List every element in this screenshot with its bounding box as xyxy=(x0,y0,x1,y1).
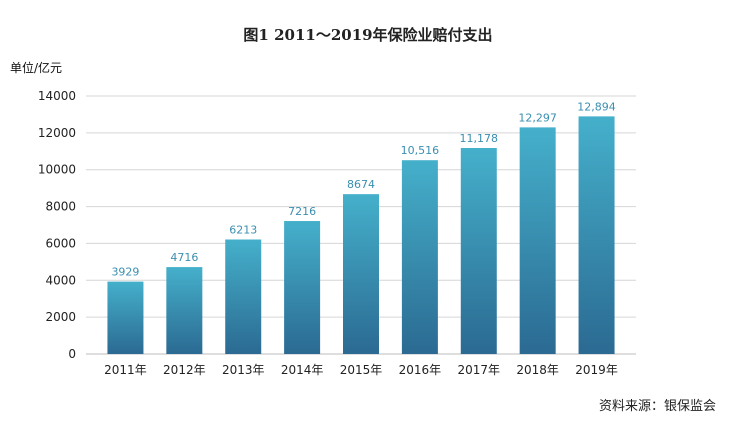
data-label: 12,297 xyxy=(518,111,557,124)
bar-2017年 xyxy=(460,148,497,354)
bar-2018年 xyxy=(519,127,556,355)
data-label: 3929 xyxy=(111,266,139,279)
x-axis-ticks: 2011年 2012年 2013年 2014年 2015年 2016年 2017年 2018年… xyxy=(104,363,618,377)
bar-2016年 xyxy=(401,160,438,354)
x-tick-label: 2014年 xyxy=(281,363,324,377)
data-label: 7216 xyxy=(288,205,316,218)
x-tick-label: 2016年 xyxy=(399,363,442,377)
x-tick-label: 2019年 xyxy=(575,363,618,377)
bar-2013年 xyxy=(225,239,262,354)
y-axis-unit-label: 单位/亿元 xyxy=(10,60,62,75)
y-axis-ticks: 0 2000 4000 6000 8000 10000 12000 14000 xyxy=(38,89,76,361)
data-labels: 3929 4716 6213 7216 8674 10,516 11,178 12,297 12… xyxy=(111,100,615,278)
data-label: 8674 xyxy=(347,178,375,191)
bar-2011年 xyxy=(107,281,144,354)
data-label: 12,894 xyxy=(577,100,616,113)
y-tick-label: 6000 xyxy=(45,236,76,250)
bar-2012年 xyxy=(166,267,203,354)
y-tick-label: 2000 xyxy=(45,310,76,324)
source-note: 资料来源：银保监会 xyxy=(599,399,716,414)
x-tick-label: 2018年 xyxy=(516,363,559,377)
bars xyxy=(107,116,615,355)
x-tick-label: 2015年 xyxy=(340,363,383,377)
chart-title: 图1 2011～2019年保险业赔付支出 xyxy=(243,26,492,44)
bar-2014年 xyxy=(284,221,321,354)
data-label: 6213 xyxy=(229,224,257,237)
y-tick-label: 8000 xyxy=(45,200,76,214)
y-tick-label: 12000 xyxy=(38,126,76,140)
bar-2015年 xyxy=(343,194,379,354)
y-tick-label: 10000 xyxy=(38,163,76,177)
y-tick-label: 14000 xyxy=(38,89,76,103)
data-label: 4716 xyxy=(170,251,198,264)
x-tick-label: 2012年 xyxy=(163,363,206,377)
bar-2019年 xyxy=(578,116,615,355)
x-tick-label: 2011年 xyxy=(104,363,147,377)
y-tick-label: 4000 xyxy=(45,273,76,287)
x-tick-label: 2017年 xyxy=(458,363,501,377)
data-label: 11,178 xyxy=(460,132,499,145)
x-tick-label: 2013年 xyxy=(222,363,265,377)
data-label: 10,516 xyxy=(401,144,440,157)
y-tick-label: 0 xyxy=(68,347,76,361)
